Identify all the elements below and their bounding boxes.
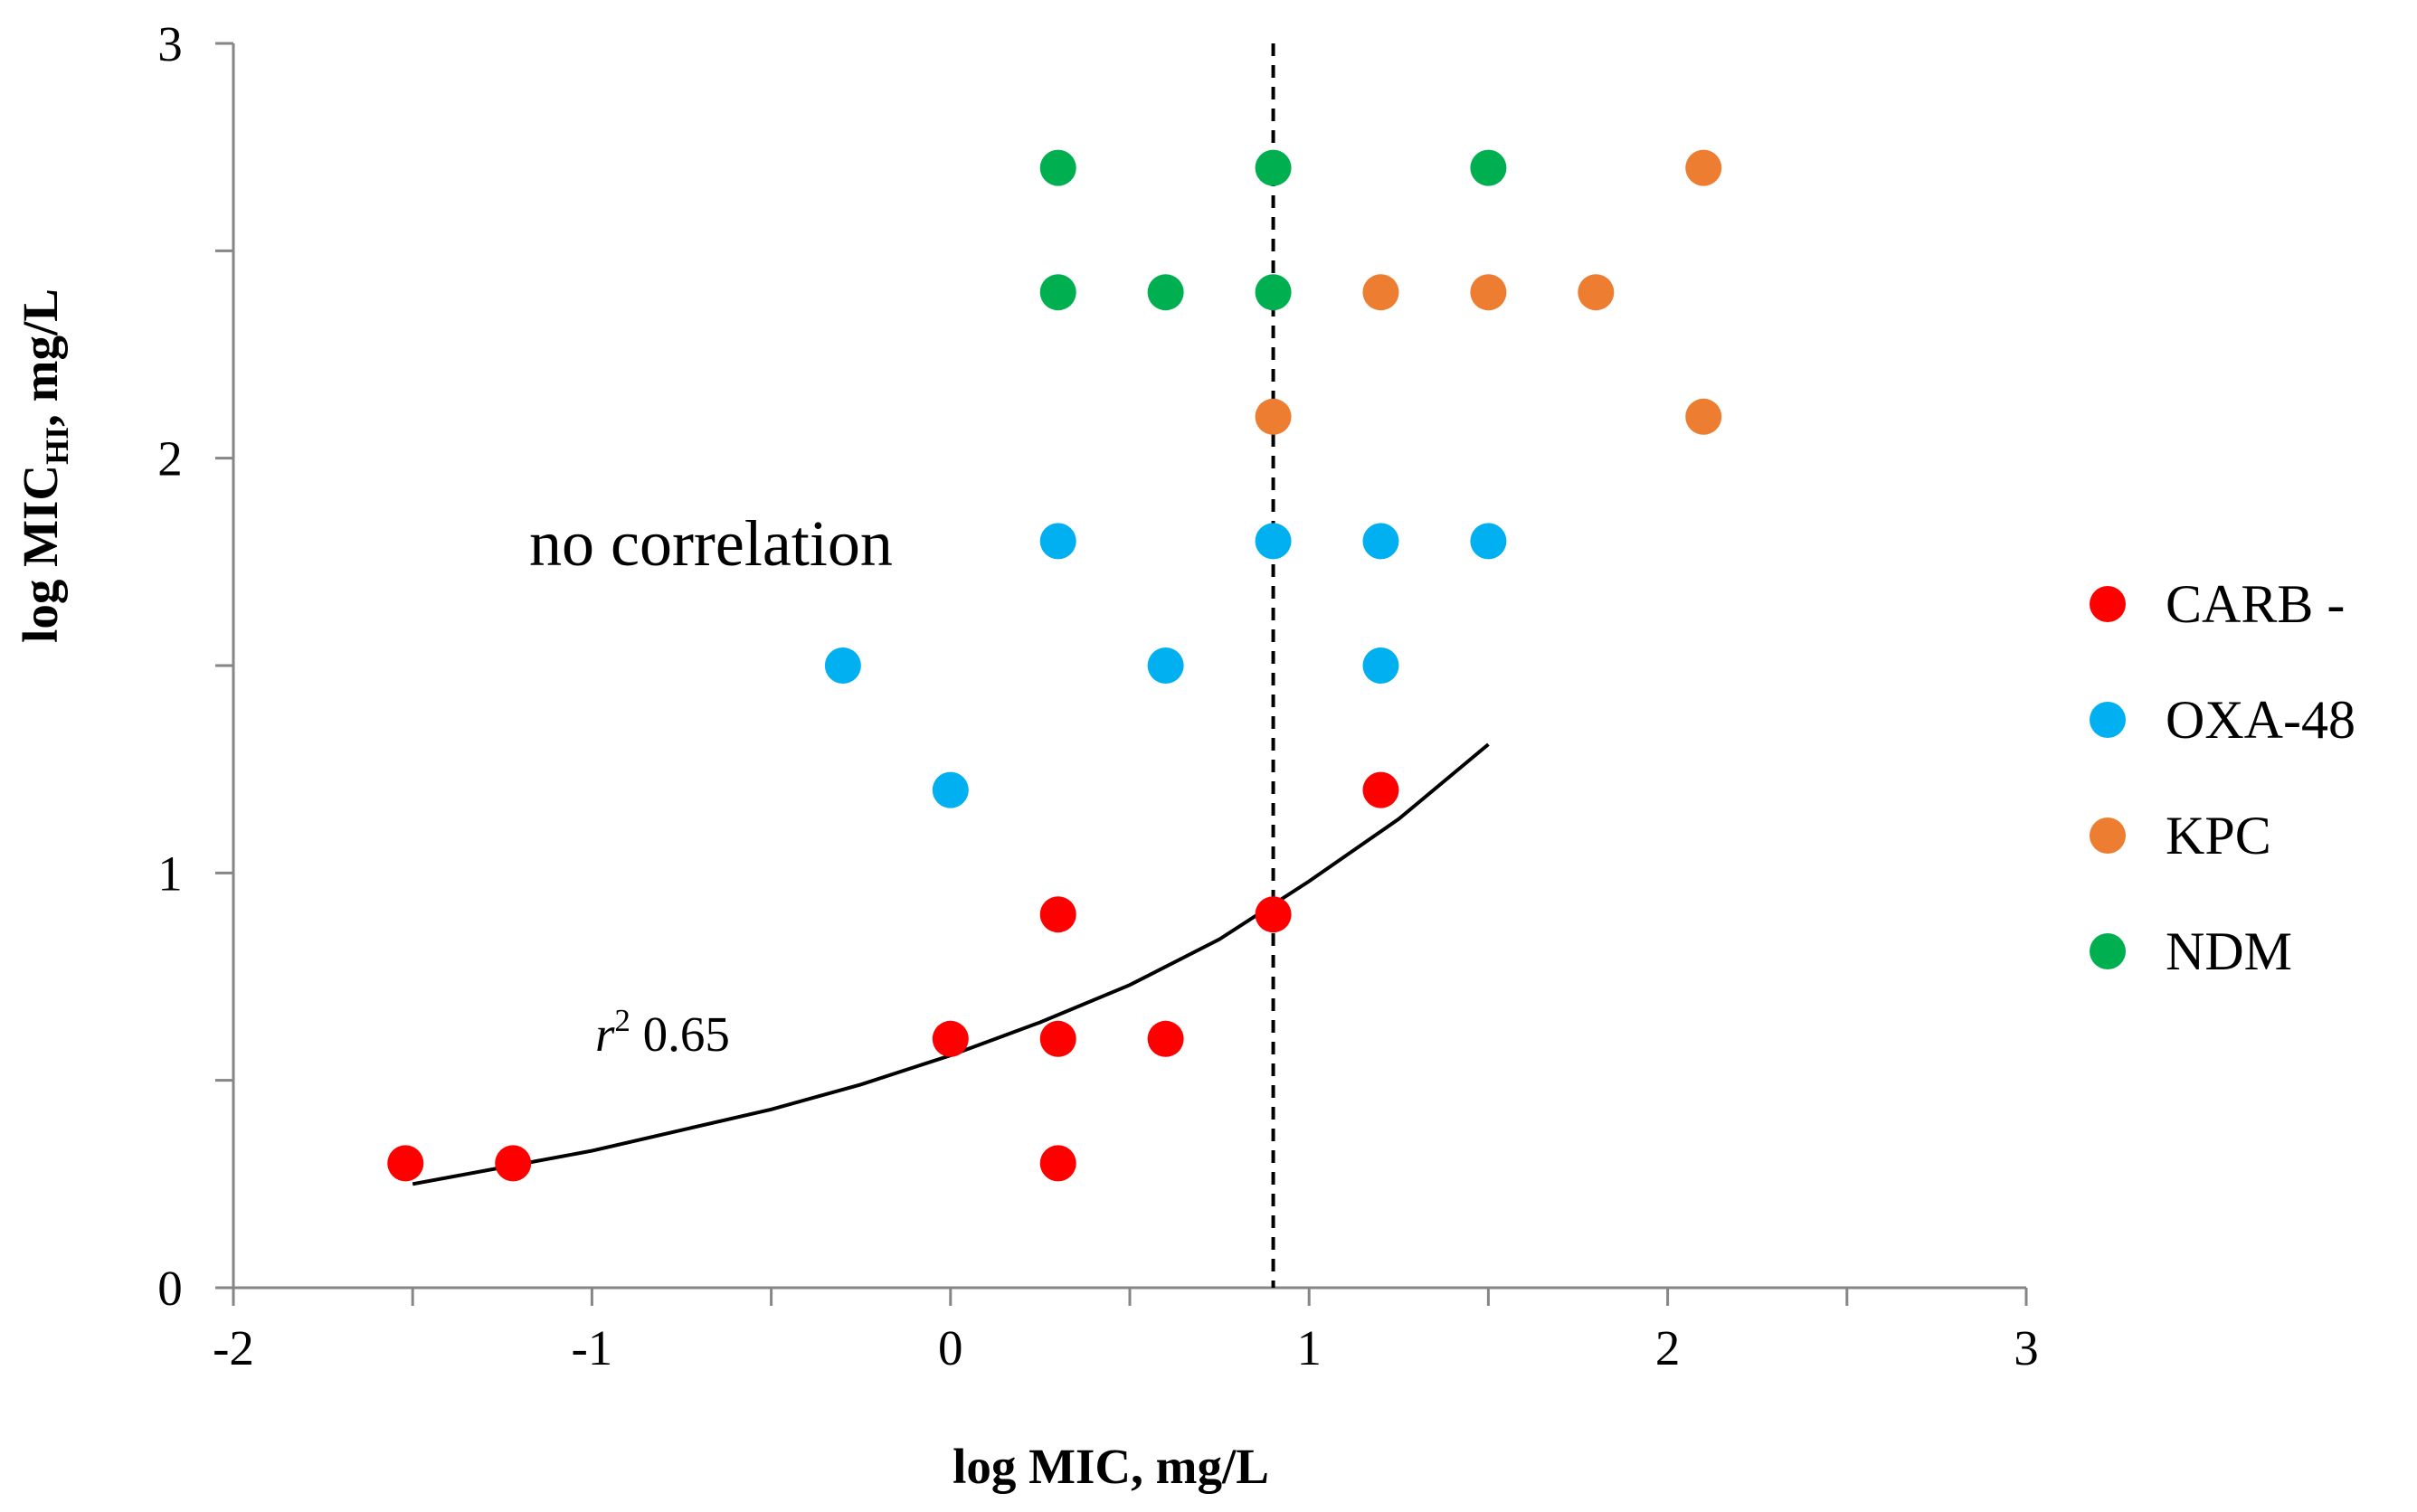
data-point-carb [495, 1145, 532, 1182]
no-correlation-annotation: no correlation [529, 507, 893, 580]
y-tick-label: 1 [157, 846, 183, 901]
axes [232, 43, 2026, 1290]
legend-marker-kpc [2090, 817, 2126, 854]
legend-marker-oxa-48 [2090, 702, 2126, 738]
data-point-carb [1362, 771, 1399, 808]
data-point-carb [1039, 1145, 1076, 1182]
y-axis-title: log MICHI, mg/L [13, 288, 75, 643]
legend: CARB - OXA-48 KPC NDM [2090, 574, 2355, 981]
data-point-carb [1255, 896, 1292, 933]
y-axis-title-subscript: HI [39, 427, 75, 465]
x-tick-label: 0 [938, 1320, 963, 1375]
x-tick-label: 3 [2014, 1320, 2039, 1375]
r-squared-value: 0.65 [630, 1006, 730, 1062]
legend-marker-carb [2090, 586, 2126, 622]
data-point-kpc [1470, 274, 1507, 311]
legend-label-ndm: NDM [2166, 921, 2292, 981]
r-squared-annotation: r2 0.65 [595, 1003, 730, 1062]
y-tick-label: 2 [157, 431, 183, 487]
data-point-carb [1039, 896, 1076, 933]
data-point-oxa-48 [1147, 647, 1184, 684]
data-point-kpc [1685, 149, 1722, 186]
points-layer [387, 149, 1722, 1182]
data-point-kpc [1685, 398, 1722, 435]
x-tick-label: 1 [1296, 1320, 1322, 1375]
data-point-ndm [1255, 149, 1292, 186]
data-point-oxa-48 [1255, 523, 1292, 560]
data-point-ndm [1470, 149, 1507, 186]
legend-marker-ndm [2090, 933, 2126, 969]
data-point-ndm [1039, 149, 1076, 186]
y-axis-title-main: log MIC [13, 465, 68, 643]
r-symbol: r [595, 1006, 615, 1062]
data-point-oxa-48 [1039, 523, 1076, 560]
data-point-oxa-48 [824, 647, 861, 684]
data-point-oxa-48 [1470, 523, 1507, 560]
y-axis-title-tail: , mg/L [13, 288, 68, 427]
data-point-ndm [1039, 274, 1076, 311]
trendline [412, 742, 1490, 1186]
legend-label-kpc: KPC [2166, 806, 2271, 865]
data-point-oxa-48 [1362, 523, 1399, 560]
data-point-carb [387, 1145, 424, 1182]
data-point-ndm [1255, 274, 1292, 311]
ticks: -2 -1 0 1 2 3 0 1 2 3 [157, 16, 2039, 1375]
x-tick-label: -1 [571, 1320, 612, 1375]
y-tick-label: 0 [157, 1261, 183, 1316]
x-axis-title: log MIC, mg/L [953, 1439, 1269, 1494]
x-tick-label: -2 [213, 1320, 254, 1375]
r-exponent: 2 [614, 1003, 630, 1038]
data-point-ndm [1147, 274, 1184, 311]
data-point-kpc [1578, 274, 1615, 311]
data-point-carb [1039, 1020, 1076, 1057]
x-tick-label: 2 [1655, 1320, 1681, 1375]
data-point-kpc [1255, 398, 1292, 435]
data-point-oxa-48 [932, 771, 969, 808]
y-tick-label: 3 [157, 16, 183, 71]
data-point-carb [1147, 1020, 1184, 1057]
data-point-kpc [1362, 274, 1399, 311]
legend-label-oxa-48: OXA-48 [2166, 690, 2355, 750]
data-point-oxa-48 [1362, 647, 1399, 684]
trendline-layer [412, 742, 1490, 1186]
legend-label-carb: CARB - [2166, 574, 2345, 634]
data-point-carb [932, 1020, 969, 1057]
